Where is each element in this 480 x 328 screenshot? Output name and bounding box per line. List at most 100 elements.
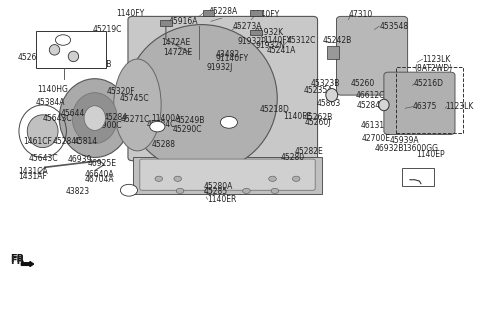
- Text: 11400A: 11400A: [151, 113, 180, 123]
- Text: 45273A: 45273A: [232, 22, 262, 31]
- Circle shape: [205, 188, 212, 194]
- Text: 45242B: 45242B: [322, 35, 351, 45]
- Text: 45260: 45260: [351, 79, 375, 88]
- Text: 43124: 43124: [408, 173, 432, 182]
- Text: 1140FE: 1140FE: [283, 112, 312, 121]
- Text: 45939A: 45939A: [390, 136, 419, 145]
- Ellipse shape: [68, 51, 79, 62]
- Circle shape: [120, 184, 137, 196]
- Text: 43823: 43823: [65, 187, 90, 196]
- Text: 1123LK: 1123LK: [445, 102, 474, 111]
- Ellipse shape: [27, 115, 58, 148]
- Ellipse shape: [126, 25, 277, 172]
- Text: 45280: 45280: [281, 153, 305, 162]
- Text: C: C: [155, 124, 159, 129]
- Ellipse shape: [49, 45, 60, 55]
- Text: 43482: 43482: [216, 50, 240, 59]
- Text: 45288: 45288: [152, 140, 176, 150]
- Text: C: C: [61, 37, 65, 43]
- Text: 45249B: 45249B: [175, 116, 205, 125]
- Text: 45916A: 45916A: [168, 17, 198, 26]
- FancyBboxPatch shape: [140, 159, 315, 190]
- Text: 1140EP: 1140EP: [416, 150, 445, 159]
- Text: 46932B: 46932B: [374, 144, 404, 153]
- Text: 1140FY: 1140FY: [251, 10, 279, 19]
- Text: 453548: 453548: [379, 22, 408, 31]
- Text: FR: FR: [11, 256, 24, 266]
- Text: 45282E: 45282E: [295, 147, 324, 156]
- Text: 1140ER: 1140ER: [207, 195, 237, 204]
- Text: 46939: 46939: [68, 154, 92, 164]
- Text: 46704A: 46704A: [84, 175, 114, 184]
- Circle shape: [243, 188, 250, 194]
- Text: 45285: 45285: [204, 187, 228, 196]
- Text: 45219C: 45219C: [93, 25, 122, 34]
- Text: 1140FY: 1140FY: [116, 9, 144, 18]
- Text: 1123LK: 1123LK: [422, 54, 450, 64]
- Text: 45266D: 45266D: [18, 53, 48, 62]
- Text: 45241A: 45241A: [267, 46, 296, 55]
- Ellipse shape: [59, 79, 131, 157]
- Text: 45260J: 45260J: [305, 117, 331, 127]
- Bar: [250, 30, 262, 35]
- Bar: [250, 10, 262, 16]
- Text: 45863: 45863: [317, 99, 341, 109]
- Text: 45745C: 45745C: [120, 94, 149, 103]
- Text: FR: FR: [11, 254, 24, 264]
- Bar: [36, 31, 106, 68]
- FancyBboxPatch shape: [336, 16, 408, 95]
- Text: 46640A: 46640A: [84, 170, 114, 179]
- Text: 45269B: 45269B: [70, 42, 99, 51]
- Text: 46131: 46131: [360, 121, 384, 130]
- Text: 45320F: 45320F: [107, 87, 135, 96]
- Text: 42700E: 42700E: [361, 134, 390, 143]
- Text: 47310: 47310: [348, 10, 372, 19]
- Text: 45262B: 45262B: [303, 113, 333, 122]
- PathPatch shape: [132, 157, 322, 194]
- Circle shape: [292, 176, 300, 181]
- Text: 1472AE: 1472AE: [164, 48, 193, 57]
- Bar: [396, 67, 463, 133]
- Text: 1140HG: 1140HG: [37, 85, 68, 94]
- Text: 1140FY: 1140FY: [263, 35, 291, 45]
- Text: 45384A: 45384A: [36, 98, 65, 107]
- Text: 45814: 45814: [73, 137, 97, 146]
- Bar: [203, 10, 214, 16]
- Ellipse shape: [72, 92, 117, 144]
- Circle shape: [220, 116, 238, 128]
- Circle shape: [150, 121, 165, 132]
- Text: 45643C: 45643C: [43, 114, 72, 123]
- Text: 45228A: 45228A: [208, 7, 238, 16]
- Text: 91932K: 91932K: [254, 28, 284, 37]
- Text: 91140FY: 91140FY: [216, 54, 249, 63]
- Ellipse shape: [114, 59, 161, 151]
- Text: B: B: [227, 119, 231, 125]
- FancyBboxPatch shape: [128, 16, 318, 161]
- Text: 45644: 45644: [60, 109, 85, 118]
- FancyArrow shape: [21, 262, 34, 266]
- Text: 45643C: 45643C: [28, 154, 58, 163]
- Ellipse shape: [379, 99, 389, 111]
- Bar: [327, 46, 339, 59]
- Text: 46612C: 46612C: [356, 91, 385, 100]
- Text: 45290C: 45290C: [173, 125, 203, 134]
- Circle shape: [174, 176, 181, 181]
- Circle shape: [269, 176, 276, 181]
- Text: 45280A: 45280A: [204, 182, 233, 191]
- Text: 45235A: 45235A: [303, 86, 333, 95]
- Text: 46375: 46375: [412, 102, 437, 111]
- Text: 45269B: 45269B: [83, 60, 112, 69]
- Text: 91932N: 91932N: [256, 41, 286, 51]
- Text: 45284D: 45284D: [357, 101, 386, 110]
- Text: 45216D: 45216D: [414, 79, 444, 88]
- Text: 45284C: 45284C: [147, 120, 176, 129]
- Text: 46925E: 46925E: [88, 158, 117, 168]
- Bar: [160, 20, 171, 26]
- Text: 45900C: 45900C: [93, 121, 122, 130]
- Text: 1431AF: 1431AF: [18, 172, 47, 181]
- Text: A: A: [127, 187, 132, 193]
- Text: 45218D: 45218D: [260, 105, 289, 114]
- Bar: [402, 168, 434, 186]
- Text: 45284: 45284: [103, 113, 128, 122]
- Text: (8AT2WD): (8AT2WD): [415, 64, 453, 73]
